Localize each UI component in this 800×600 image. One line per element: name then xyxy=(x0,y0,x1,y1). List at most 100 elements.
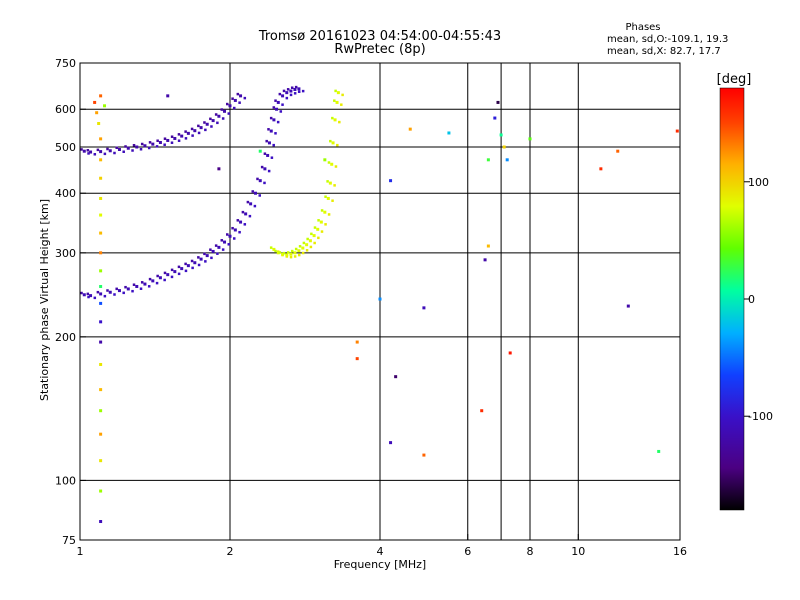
data-point-series-0 xyxy=(197,263,201,267)
colorbar-tick-label: 100 xyxy=(748,176,769,189)
data-point-series-1 xyxy=(217,114,221,118)
data-point-series-3 xyxy=(657,449,661,453)
data-point-series-0 xyxy=(170,275,174,279)
data-point-series-2 xyxy=(301,251,305,255)
colorbar-ticks: 100 0 -100 xyxy=(744,176,773,423)
data-point-series-2 xyxy=(319,220,323,224)
data-point-series-1 xyxy=(103,152,107,156)
data-point-series-1 xyxy=(113,151,116,155)
data-point-series-2 xyxy=(327,161,331,164)
data-point-series-3 xyxy=(616,149,620,153)
data-point-series-2 xyxy=(334,165,338,168)
data-point-series-1 xyxy=(86,149,90,152)
data-point-series-4 xyxy=(99,213,103,217)
data-point-series-1 xyxy=(197,131,201,135)
data-point-series-0 xyxy=(269,116,273,120)
data-point-series-0 xyxy=(113,293,116,296)
data-point-series-0 xyxy=(184,269,188,273)
data-point-series-0 xyxy=(286,88,290,91)
data-point-series-3 xyxy=(355,357,359,361)
data-point-series-2 xyxy=(334,89,337,93)
data-point-series-2 xyxy=(305,249,309,252)
data-point-series-2 xyxy=(333,99,336,102)
data-point-series-0 xyxy=(256,177,259,181)
data-point-series-2 xyxy=(324,223,327,226)
data-point-series-1 xyxy=(117,147,121,151)
data-point-series-2 xyxy=(326,180,329,183)
data-point-series-0 xyxy=(223,240,227,244)
data-point-series-4 xyxy=(99,432,103,436)
data-point-series-1 xyxy=(170,135,174,138)
data-point-series-2 xyxy=(289,252,293,256)
y-tick-label: 300 xyxy=(55,247,76,260)
data-point-series-0 xyxy=(297,87,301,91)
data-point-series-0 xyxy=(241,210,245,214)
data-point-series-2 xyxy=(320,209,324,212)
data-point-series-0 xyxy=(173,270,177,274)
data-point-series-1 xyxy=(204,128,207,132)
data-point-series-1 xyxy=(143,144,147,148)
data-point-series-0 xyxy=(274,132,277,135)
data-point-series-4 xyxy=(99,301,103,305)
data-point-series-0 xyxy=(281,103,284,106)
y-tick-label: 200 xyxy=(55,331,76,344)
data-point-series-2 xyxy=(320,230,324,233)
data-point-series-3 xyxy=(389,179,393,183)
data-point-series-0 xyxy=(275,107,279,111)
x-axis-ticks: 1 2 4 6 8 10 16 xyxy=(77,534,687,558)
data-point-series-3 xyxy=(505,158,509,162)
data-point-series-0 xyxy=(124,285,127,289)
data-point-series-0 xyxy=(135,284,139,288)
data-point-series-0 xyxy=(276,120,280,124)
data-point-series-2 xyxy=(324,195,327,198)
data-point-series-2 xyxy=(293,251,297,255)
data-point-series-1 xyxy=(177,133,181,136)
data-point-series-0 xyxy=(233,237,236,240)
data-point-series-1 xyxy=(228,104,232,108)
data-point-series-1 xyxy=(186,131,190,135)
data-point-series-3 xyxy=(493,116,497,120)
data-point-series-2 xyxy=(305,243,309,247)
x-tick-label: 8 xyxy=(527,545,534,558)
data-point-series-2 xyxy=(313,226,317,229)
y-tick-label: 750 xyxy=(55,57,76,70)
data-point-series-2 xyxy=(294,247,298,251)
data-point-series-0 xyxy=(272,106,276,109)
data-point-series-0 xyxy=(217,245,221,249)
data-point-series-0 xyxy=(249,202,253,206)
data-point-series-0 xyxy=(239,220,243,224)
data-point-series-0 xyxy=(186,264,190,268)
data-point-series-0 xyxy=(272,118,276,122)
data-point-series-1 xyxy=(197,124,200,128)
data-point-series-2 xyxy=(333,118,337,122)
data-point-series-0 xyxy=(89,294,93,298)
data-point-series-1 xyxy=(226,102,229,106)
data-point-series-0 xyxy=(227,243,231,246)
data-point-series-3 xyxy=(355,340,359,344)
data-point-series-0 xyxy=(279,110,283,113)
data-point-series-0 xyxy=(199,257,203,261)
data-point-series-0 xyxy=(294,85,298,89)
data-point-series-3 xyxy=(447,131,451,135)
data-point-series-0 xyxy=(204,260,207,263)
data-point-series-3 xyxy=(486,244,490,248)
data-point-series-0 xyxy=(115,287,118,291)
data-point-series-2 xyxy=(285,255,289,258)
data-point-series-1 xyxy=(108,149,112,153)
data-point-series-2 xyxy=(335,100,339,104)
y-axis-label: Stationary phase Virtual Height [km] xyxy=(38,199,51,401)
y-tick-label: 75 xyxy=(62,534,76,547)
data-point-series-0 xyxy=(267,128,270,131)
data-point-series-0 xyxy=(155,281,159,285)
data-point-series-0 xyxy=(96,290,100,294)
x-tick-label: 16 xyxy=(673,545,687,558)
data-point-series-2 xyxy=(340,103,343,106)
data-point-series-0 xyxy=(158,276,162,280)
data-point-series-0 xyxy=(282,89,286,93)
data-point-series-4 xyxy=(99,251,103,255)
data-point-series-1 xyxy=(173,136,177,140)
data-point-series-0 xyxy=(99,292,103,296)
data-point-series-0 xyxy=(151,279,155,283)
data-point-series-2 xyxy=(302,241,306,245)
data-point-series-3 xyxy=(528,137,532,141)
